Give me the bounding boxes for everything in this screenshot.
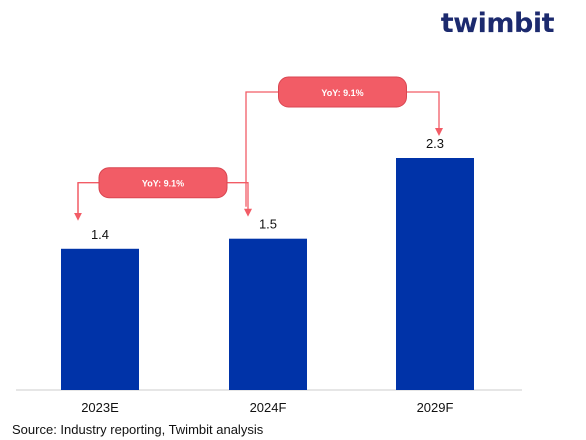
growth-badge-label-1: YoY: 9.1% (142, 179, 184, 189)
growth-badge-2 (278, 76, 407, 108)
bar-2029F (396, 158, 474, 390)
bar-2024F (229, 238, 307, 390)
source-note: Source: Industry reporting, Twimbit anal… (12, 422, 264, 437)
twimbit-logo: twimbit (440, 8, 555, 39)
growth-badge-label-2: YoY: 9.1% (321, 88, 363, 98)
tick-label-2024F: 2024F (250, 400, 287, 415)
bar-chart: 1.4 2023E 1.5 2024F 2.3 2029F YoY: 9.1% YoY: 9… (16, 76, 522, 415)
bar-2023E (61, 248, 139, 390)
value-label-2023E: 1.4 (91, 227, 109, 242)
tick-label-2029F: 2029F (417, 400, 454, 415)
tick-label-2023E: 2023E (81, 400, 119, 415)
growth-badge-1 (98, 167, 228, 199)
value-label-2029F: 2.3 (426, 136, 444, 151)
value-label-2024F: 1.5 (259, 217, 277, 232)
